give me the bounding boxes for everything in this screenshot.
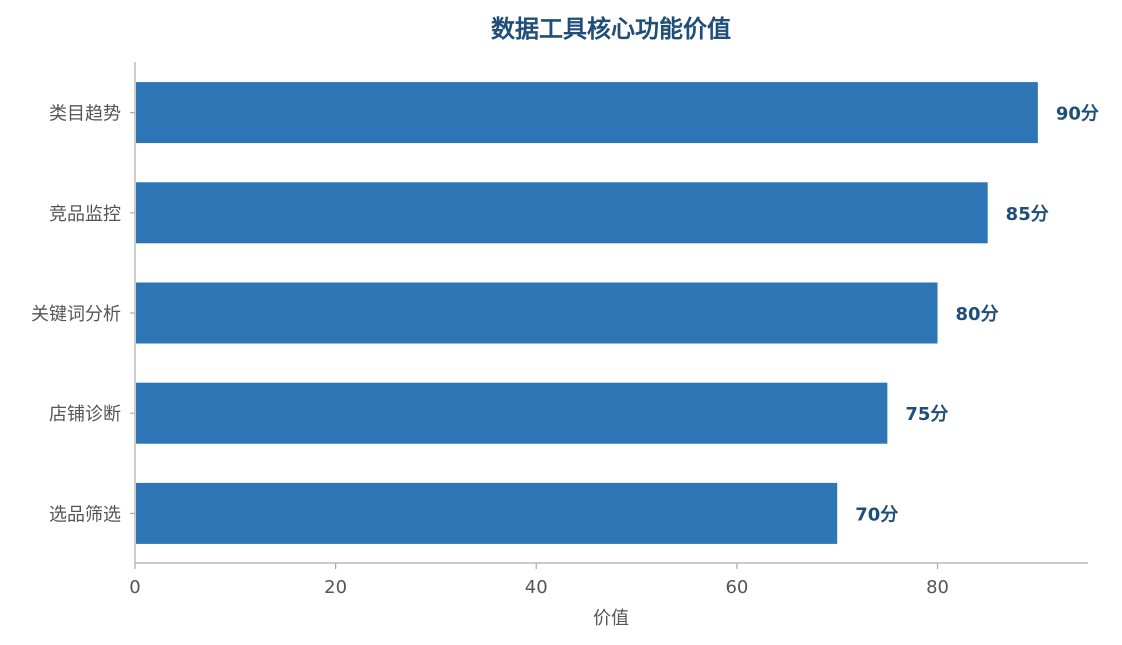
x-axis-title: 价值 (593, 608, 629, 629)
x-tick-label-5: 80 (926, 577, 949, 598)
x-tick-label-3: 40 (525, 577, 548, 598)
data-label-5: 70分 (855, 504, 898, 525)
x-tick-label-1: 0 (129, 577, 140, 598)
category-label-2: 竞品监控 (49, 204, 121, 225)
bar-5 (136, 482, 838, 544)
category-label-4: 店铺诊断 (49, 404, 121, 425)
bar-3 (136, 282, 938, 344)
bar-1 (136, 82, 1038, 144)
tick-labels-group: 0 20 40 60 80 (129, 563, 949, 598)
bar-4 (136, 382, 888, 444)
bar-2 (136, 182, 988, 244)
x-tick-label-2: 20 (324, 577, 347, 598)
category-label-5: 选品筛选 (49, 504, 121, 525)
data-label-4: 75分 (905, 404, 948, 425)
data-labels-group: 90分 85分 80分 75分 70分 (855, 104, 1099, 526)
data-label-1: 90分 (1056, 104, 1099, 125)
x-tick-label-4: 60 (725, 577, 748, 598)
data-label-2: 85分 (1006, 204, 1049, 225)
data-label-3: 80分 (956, 304, 999, 325)
chart-title: 数据工具核心功能价值 (491, 15, 731, 43)
category-label-1: 类目趋势 (49, 104, 121, 125)
bars-group (136, 82, 1038, 544)
category-label-3: 关键词分析 (31, 304, 121, 325)
